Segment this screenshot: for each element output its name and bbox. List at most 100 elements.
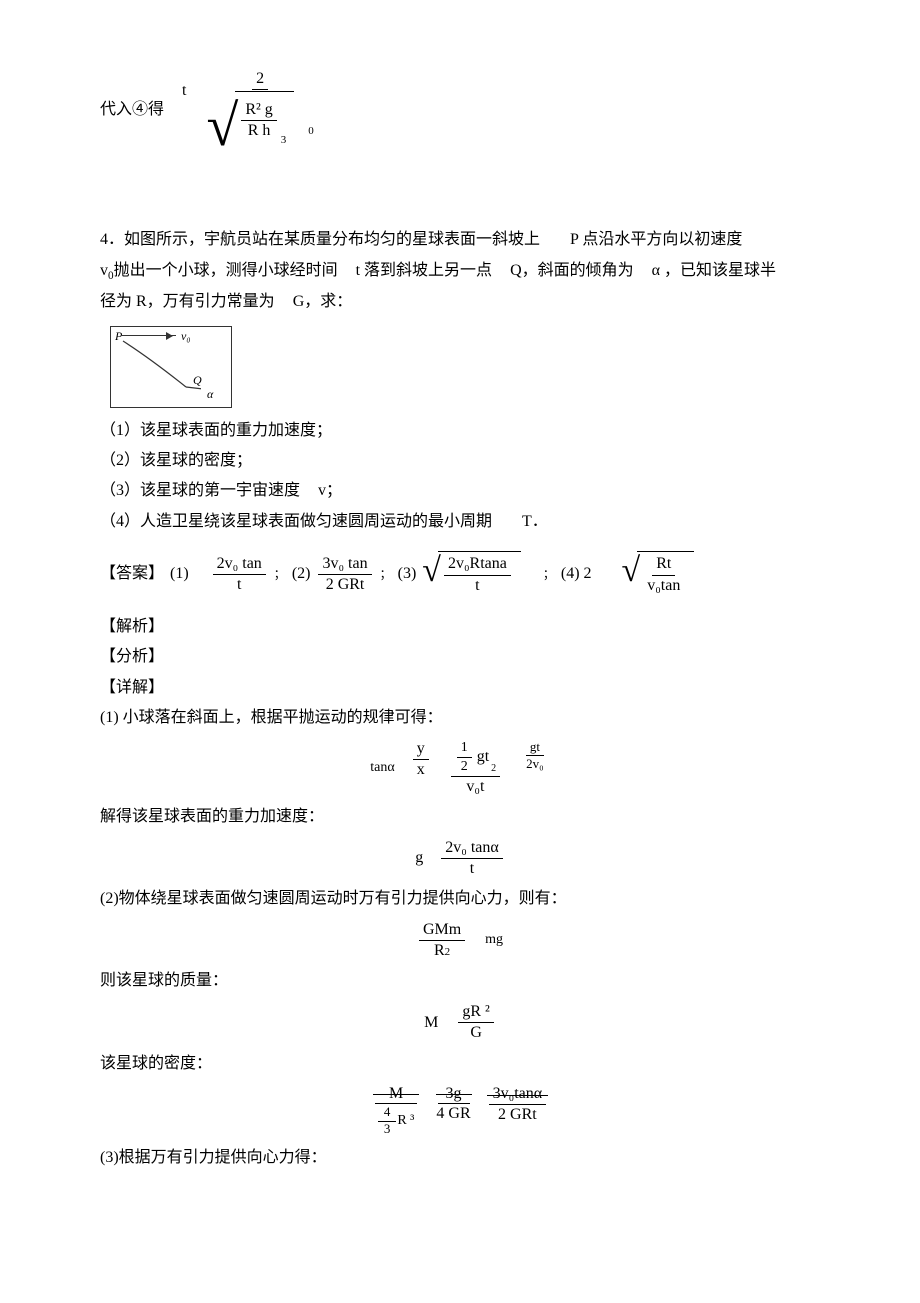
q-number: 4． xyxy=(100,225,124,255)
M-var: M xyxy=(424,1008,438,1038)
big-num: 1 2 gt 2 xyxy=(451,740,500,777)
inner-den: R h xyxy=(244,121,275,140)
diagram-Q: Q xyxy=(193,369,202,392)
q-line2d: Q，斜面的倾角为 xyxy=(510,256,634,286)
outer-fraction: 2 √ R² g R h 3 0 xyxy=(202,70,317,149)
answer-label: 【答案】 xyxy=(100,559,164,589)
four: 4 xyxy=(380,1105,395,1121)
sep2: ； xyxy=(380,563,392,586)
question-4: 4． 如图所示，宇航员站在某质量分布均匀的星球表面一斜坡上 P 点沿水平方向以初… xyxy=(100,225,820,537)
velocity-arrow-icon xyxy=(121,335,176,336)
cube-exp: 3 xyxy=(281,134,287,147)
G: G xyxy=(466,1023,486,1042)
R2: R2 xyxy=(430,941,454,960)
q-line2b: 抛出一个小球，测得小球经时间 xyxy=(114,256,338,286)
v0t: v₀t xyxy=(462,777,488,796)
sep1: ； xyxy=(274,563,286,586)
outer-num: 2 xyxy=(252,70,268,90)
outer-den: √ R² g R h 3 0 xyxy=(202,90,317,149)
rho-frac1: M 4 3 R ³ xyxy=(374,1085,419,1137)
rho-frac3: 3v₀tanα 2 GRt xyxy=(489,1085,547,1137)
tan-alpha: tanα xyxy=(370,755,394,782)
3g: 3g xyxy=(438,1085,470,1104)
radical-icon: √ xyxy=(206,97,238,155)
detail-3-text: (3)根据万有引力提供向心力得： xyxy=(100,1143,820,1173)
gt: gt xyxy=(477,748,489,766)
ans-p3: (3) xyxy=(398,559,417,589)
ans-p4: (4) 2 xyxy=(561,559,592,589)
half-1: 1 xyxy=(457,740,472,758)
2v0: 2v₀ xyxy=(522,756,548,772)
mass-label: 则该星球的质量： xyxy=(100,966,820,996)
ans1-den: t xyxy=(233,575,245,594)
label-jiexi: 【解析】 xyxy=(100,612,820,642)
q-line2e: α ，已知该星球半 xyxy=(652,256,776,286)
detail-1-eq2: g 2v₀ tanα t xyxy=(100,839,820,879)
sep3: ； xyxy=(543,563,555,586)
detail-2-eq1: GMm R2 mg xyxy=(100,921,820,961)
detail-2-text: (2)物体绕星球表面做匀速圆周运动时万有引力提供向心力，则有： xyxy=(100,884,820,914)
radical-icon: √ xyxy=(622,554,641,601)
var-t: t xyxy=(182,76,186,106)
ans4-num: Rt xyxy=(652,555,675,575)
sqrt-block: √ R² g R h 3 xyxy=(206,91,294,149)
radical-icon: √ xyxy=(422,554,441,601)
density-eq: M 4 3 R ³ 3g 4 GR 3v₀tanα 2 GRt xyxy=(100,1085,820,1137)
q-line3: 径为 R，万有引力常量为 xyxy=(100,287,275,317)
gt-r: gt xyxy=(526,740,544,757)
density-label: 该星球的密度： xyxy=(100,1049,820,1079)
g-frac: 2v₀ tanα t xyxy=(441,839,503,879)
prefix-text: 代入④得 xyxy=(100,95,164,125)
gmm-frac: GMm R2 xyxy=(419,921,465,961)
2GRt: 2 GRt xyxy=(494,1105,541,1124)
3v0tana: 3v₀tanα xyxy=(489,1085,547,1105)
q-line1a: 如图所示，宇航员站在某质量分布均匀的星球表面一斜坡上 xyxy=(124,225,540,255)
x: x xyxy=(413,760,429,779)
q-line3b: G，求： xyxy=(293,287,353,317)
ans1-num: 2v₀ tan xyxy=(213,555,266,575)
detail-1-text: (1) 小球落在斜面上，根据平抛运动的规律可得： xyxy=(100,703,820,733)
g-num: 2v₀ tanα xyxy=(441,839,503,859)
subq-4T: T． xyxy=(522,507,548,537)
slope-curve-icon xyxy=(121,339,201,394)
ans2-num: 3v₀ tan xyxy=(318,555,371,575)
v0-var: v0 xyxy=(100,256,114,287)
answer-block: 【答案】 (1) 2v₀ tan t ； (2) 3v₀ tan 2 GRt ；… xyxy=(100,551,820,598)
big-frac: 1 2 gt 2 v₀t xyxy=(451,740,500,797)
mg: mg xyxy=(485,927,503,954)
ans4-sqrt: √ Rt v₀tan xyxy=(622,551,695,598)
ans4-den: v₀tan xyxy=(643,576,684,595)
radicand: R² g R h 3 xyxy=(235,91,294,149)
ans-p1: (1) xyxy=(170,559,189,589)
g-var: g xyxy=(415,843,423,873)
detail-1-text2: 解得该星球表面的重力加速度： xyxy=(100,802,820,832)
inner-num: R² g xyxy=(241,101,276,121)
yx-frac: y x xyxy=(413,740,429,797)
three: 3 xyxy=(380,1121,395,1137)
ans3-num: 2v₀Rtana xyxy=(444,555,511,575)
subq-3v: v； xyxy=(318,476,342,506)
ans3-sqrt: √ 2v₀Rtana t xyxy=(422,551,521,598)
GMm: GMm xyxy=(419,921,465,941)
diagram-alpha: α xyxy=(207,383,213,406)
Rcubed: R ³ xyxy=(397,1113,414,1129)
subq-2: （2）该星球的密度； xyxy=(100,446,820,476)
rho-frac2: 3g 4 GR xyxy=(432,1085,474,1137)
subq-1: （1）该星球表面的重力加速度； xyxy=(100,416,820,446)
q-line1b: P 点沿水平方向以初速度 xyxy=(570,225,742,255)
Rh: R h xyxy=(248,122,271,139)
detail-1-eq1: tanα y x 1 2 gt 2 v₀t gt 2v₀ xyxy=(100,740,820,797)
subq-4: （4）人造卫星绕该星球表面做匀速圆周运动的最小周期 xyxy=(100,507,492,537)
M-frac: gR ² G xyxy=(458,1003,493,1043)
label-xiangjie: 【详解】 xyxy=(100,673,820,703)
subq-3: （3）该星球的第一宇宙速度 xyxy=(100,476,300,506)
gt-sub: 2 xyxy=(491,763,496,775)
half-2: 2 xyxy=(457,758,472,775)
g-den: t xyxy=(466,859,478,878)
y: y xyxy=(413,740,429,760)
rho-den1: 4 3 R ³ xyxy=(374,1104,419,1137)
ans1-frac: 2v₀ tan t xyxy=(213,555,266,595)
q-line2c: t 落到斜坡上另一点 xyxy=(356,256,492,286)
small-frac: gt 2v₀ xyxy=(522,740,548,797)
ans3-den: t xyxy=(471,576,483,595)
